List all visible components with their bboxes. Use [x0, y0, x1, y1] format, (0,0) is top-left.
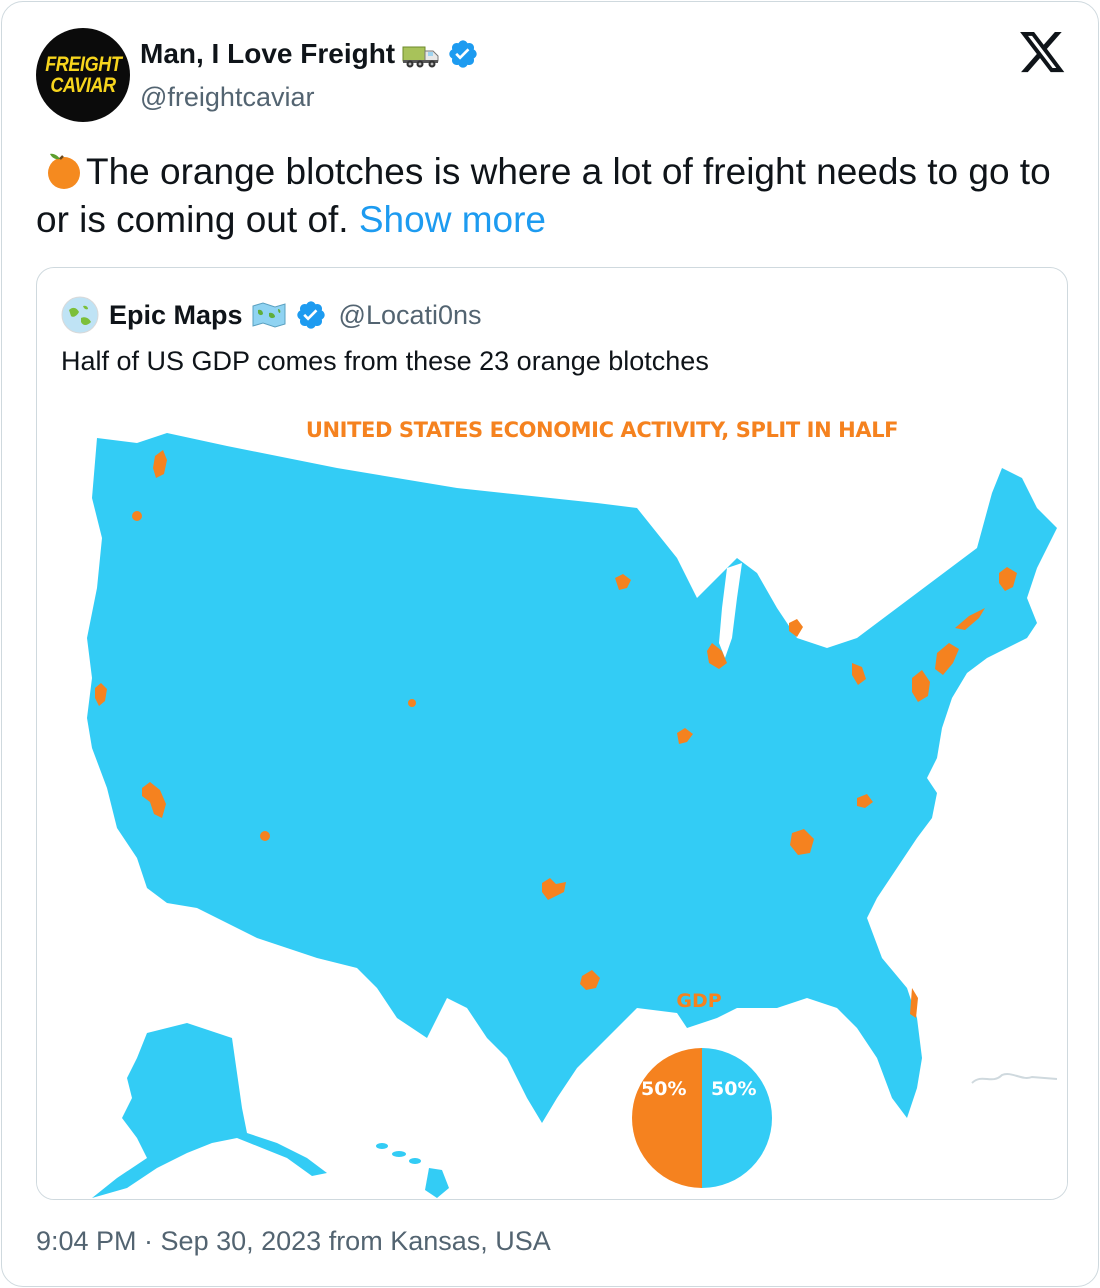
pie-slice-blue — [702, 1048, 772, 1188]
x-logo-icon[interactable] — [1020, 32, 1066, 74]
author-name-row: Man, I Love Freight — [140, 36, 479, 72]
artist-signature — [971, 1073, 1058, 1084]
truck-icon — [402, 46, 439, 68]
quoted-tweet[interactable]: Epic Maps @Locati0ns Half of US GDP come… — [36, 267, 1068, 1200]
contiguous-us-shape — [87, 433, 1057, 1123]
verified-badge-icon — [449, 40, 477, 68]
avatar-text-line-1: FREIGHT — [44, 53, 122, 76]
quoted-handle[interactable]: @Locati0ns — [338, 299, 482, 330]
author-avatar[interactable]: FREIGHT CAVIAR — [36, 28, 130, 122]
epic-maps-avatar[interactable] — [61, 296, 99, 334]
gdp-pie-chart — [632, 1048, 772, 1188]
economic-hotspots — [95, 450, 1017, 1018]
verified-badge-icon — [296, 301, 325, 329]
map-title: UNITED STATES ECONOMIC ACTIVITY, SPLIT I… — [305, 418, 899, 442]
pie-title: GDP — [676, 990, 722, 1012]
tangerine-icon — [48, 153, 80, 189]
pie-label-orange: 50% — [641, 1078, 687, 1100]
hawaii-islands — [376, 1143, 449, 1198]
quoted-text: Half of US GDP comes from these 23 orang… — [61, 346, 709, 376]
map-image[interactable] — [37, 398, 1067, 1199]
quoted-display-name[interactable]: Epic Maps — [109, 299, 243, 330]
quoted-name-row: Epic Maps @Locati0ns — [109, 296, 482, 334]
avatar-text-line-2: CAVIAR — [50, 74, 116, 97]
alaska-shape — [92, 1023, 327, 1198]
author-display-name[interactable]: Man, I Love Freight — [140, 38, 396, 69]
us-map — [87, 433, 1058, 1198]
world-map-icon — [252, 302, 286, 328]
show-more-link[interactable]: Show more — [358, 199, 547, 240]
author-handle[interactable]: @freightcaviar — [140, 82, 315, 112]
pie-slice-orange — [632, 1048, 702, 1188]
tweet-timestamp[interactable]: 9:04 PM · Sep 30, 2023 from Kansas, USA — [36, 1226, 551, 1256]
pie-label-blue: 50% — [711, 1078, 757, 1100]
lake-michigan — [719, 563, 742, 658]
tweet-text: The orange blotches is where a lot of fr… — [36, 148, 1066, 244]
tweet-body: The orange blotches is where a lot of fr… — [36, 151, 1051, 240]
